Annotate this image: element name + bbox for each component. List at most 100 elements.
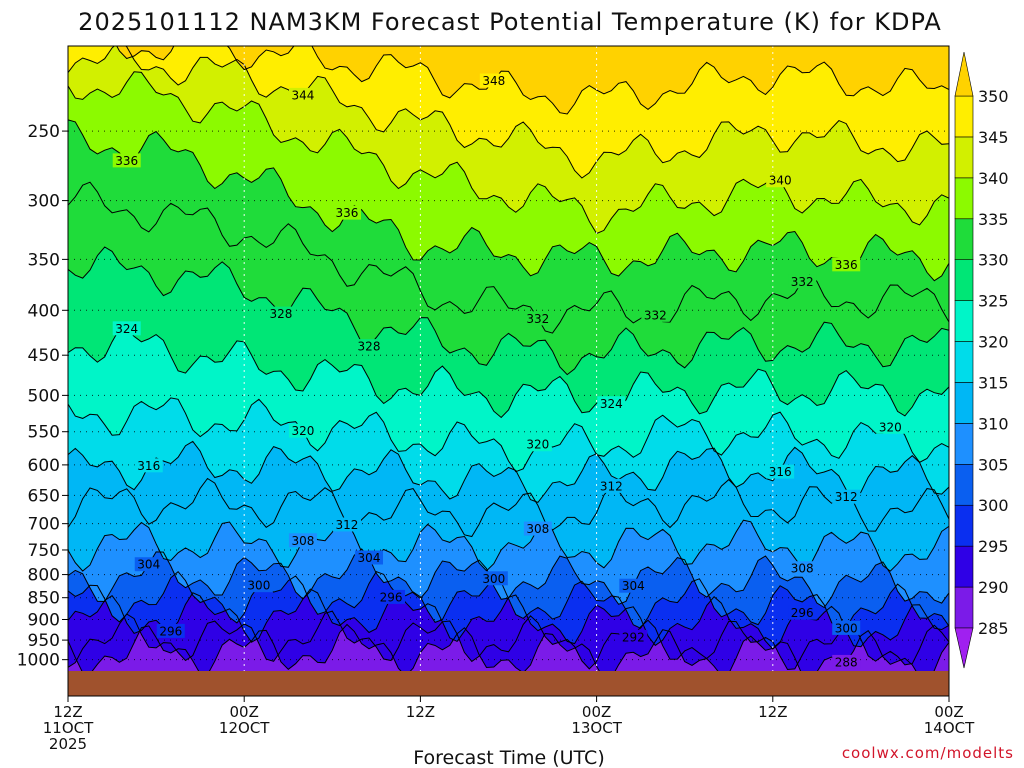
theta-band xyxy=(68,611,949,671)
contour-label-bg xyxy=(619,629,648,644)
x-tick-label: 12Z xyxy=(406,703,435,721)
theta-band xyxy=(68,46,949,178)
contour-label: 348 xyxy=(482,74,505,88)
contour-label: 328 xyxy=(358,340,381,354)
contour-label-bg xyxy=(332,517,361,532)
contour-label: 336 xyxy=(115,154,138,168)
theta-band xyxy=(68,478,949,572)
isentrope-line xyxy=(68,623,949,671)
contour-label: 312 xyxy=(600,479,623,493)
contour-label: 332 xyxy=(526,312,549,326)
colorbar-label: 350 xyxy=(978,87,1009,106)
isentrope-line xyxy=(68,570,949,634)
colorbar: 285 290 295 300 305 310 315 320 325 330 335 340 345 3… xyxy=(954,51,1009,669)
x-tick-label: 00Z xyxy=(934,703,963,721)
colorbar-extend-high xyxy=(954,51,974,97)
colorbar-label: 305 xyxy=(978,455,1009,474)
contour-label: 288 xyxy=(835,655,858,669)
contour-label-bg xyxy=(641,307,670,322)
x-tick-label: 2025 xyxy=(49,735,87,753)
x-tick-label: 11OCT xyxy=(43,719,94,737)
x-tick-label: 12Z xyxy=(53,703,82,721)
contour-label-bg xyxy=(876,419,905,434)
contour-label-bg xyxy=(377,589,406,604)
y-tick-label: 1000 xyxy=(17,651,60,671)
y-tick-label: 800 xyxy=(28,566,60,586)
contour-label: 312 xyxy=(835,490,858,504)
contour-label-bg xyxy=(766,464,795,479)
isentrope-line xyxy=(68,46,949,179)
contour-label-bg xyxy=(479,571,508,586)
y-tick-label: 350 xyxy=(28,250,60,270)
y-tick-label: 950 xyxy=(28,631,60,651)
contour-label-bg xyxy=(788,561,817,576)
colorbar-label: 345 xyxy=(978,128,1009,147)
source-credit: coolwx.com/modelts xyxy=(842,744,1014,762)
theta-band xyxy=(68,71,949,281)
contour-label: 328 xyxy=(269,307,292,321)
contour-label-bg xyxy=(134,557,163,572)
y-tick-label: 600 xyxy=(28,456,60,476)
contour-label: 324 xyxy=(115,322,138,336)
contour-label-bg xyxy=(597,478,626,493)
colorbar-label: 295 xyxy=(978,537,1009,556)
colorbar-label: 300 xyxy=(978,496,1009,515)
theta-band xyxy=(68,328,949,472)
contour-label-bg xyxy=(244,578,273,593)
colorbar-segment xyxy=(954,177,974,220)
theta-band xyxy=(68,119,949,334)
contour-label: 320 xyxy=(526,438,549,452)
isentrope-contours xyxy=(68,46,949,671)
contour-label-bg xyxy=(832,489,861,504)
y-tick-label: 550 xyxy=(28,423,60,443)
colorbar-segment xyxy=(954,300,974,342)
theta-band xyxy=(68,520,949,608)
isentrope-line xyxy=(68,327,949,419)
theta-band xyxy=(68,46,949,114)
theta-color-fill xyxy=(68,46,949,671)
surface-ground xyxy=(68,671,949,696)
contour-label: 296 xyxy=(791,606,814,620)
y-tick-label: 250 xyxy=(28,122,60,142)
x-tick-label: 00Z xyxy=(582,703,611,721)
isentrope-line xyxy=(68,477,949,538)
contour-label: 336 xyxy=(336,206,359,220)
colorbar-segment xyxy=(954,341,974,383)
y-tick-label: 850 xyxy=(28,589,60,609)
y-tick-label: 300 xyxy=(28,192,60,212)
colorbar-label: 325 xyxy=(978,292,1009,311)
colorbar-segment xyxy=(954,545,974,588)
colorbar-segment xyxy=(954,136,974,179)
contour-label: 312 xyxy=(336,518,359,532)
contour-label-bg xyxy=(832,257,861,272)
y-tick-label: 400 xyxy=(28,301,60,321)
x-tick-label: 00Z xyxy=(230,703,259,721)
contour-label-bg xyxy=(112,321,141,336)
contour-label: 308 xyxy=(526,522,549,536)
y-tick-label: 750 xyxy=(28,541,60,561)
contour-label-bg xyxy=(523,521,552,536)
contour-labels: 344 348 340 336 336 332 336 328 332 332 324 328 324 3… xyxy=(112,73,905,669)
theta-band xyxy=(68,247,949,418)
contour-label-bg xyxy=(788,605,817,620)
contour-label-bg xyxy=(523,437,552,452)
isentrope-line xyxy=(68,119,949,282)
contour-label-bg xyxy=(332,205,361,220)
contour-label: 332 xyxy=(791,275,814,289)
colorbar-segment xyxy=(954,423,974,465)
theta-band xyxy=(68,548,949,633)
contour-label: 316 xyxy=(137,459,160,473)
y-tick-label: 450 xyxy=(28,346,60,366)
contour-label-bg xyxy=(288,87,317,102)
contour-label-bg xyxy=(355,550,384,565)
colorbar-segment xyxy=(954,218,974,260)
plot-frame xyxy=(67,45,950,697)
theta-band xyxy=(68,46,949,234)
colorbar-label: 315 xyxy=(978,373,1009,392)
contour-label-bg xyxy=(597,396,626,411)
contour-label-bg xyxy=(479,73,508,88)
contour-label: 304 xyxy=(137,558,160,572)
contour-label: 332 xyxy=(644,308,667,322)
isentrope-line xyxy=(68,548,949,609)
x-tick-label: 12OCT xyxy=(219,719,270,737)
